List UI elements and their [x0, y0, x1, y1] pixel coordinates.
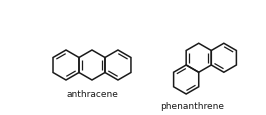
Text: anthracene: anthracene — [66, 89, 118, 98]
Text: phenanthrene: phenanthrene — [160, 101, 225, 110]
